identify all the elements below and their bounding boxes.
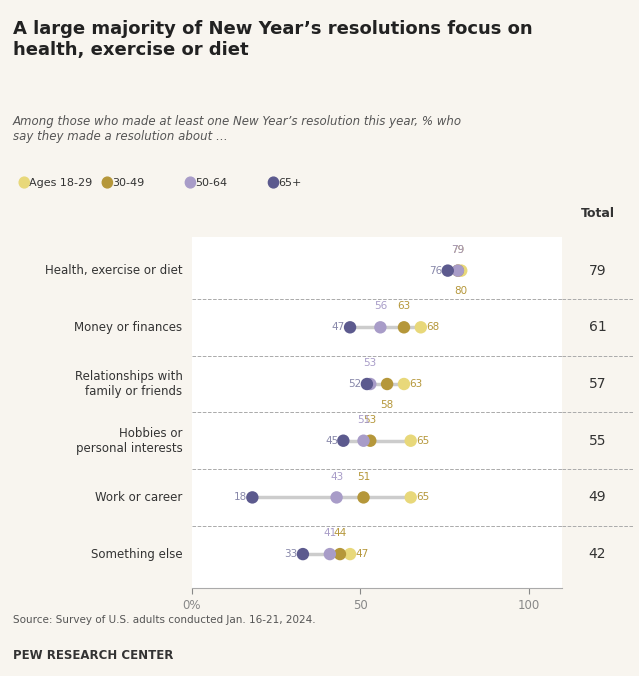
Text: 18: 18 — [234, 492, 247, 502]
Text: 80: 80 — [455, 287, 468, 297]
Text: 43: 43 — [330, 472, 343, 481]
Point — [335, 549, 345, 560]
Text: PEW RESEARCH CENTER: PEW RESEARCH CENTER — [13, 649, 173, 662]
Text: 47: 47 — [355, 549, 368, 559]
Text: Source: Survey of U.S. adults conducted Jan. 16-21, 2024.: Source: Survey of U.S. adults conducted … — [13, 615, 316, 625]
Text: 55: 55 — [589, 434, 606, 448]
Point — [399, 322, 409, 333]
Point — [375, 322, 385, 333]
Text: 45: 45 — [325, 436, 338, 445]
Text: Money or finances: Money or finances — [74, 321, 183, 334]
Point — [345, 322, 355, 333]
Text: 49: 49 — [589, 490, 606, 504]
Text: 44: 44 — [334, 528, 346, 538]
Text: 79: 79 — [451, 245, 465, 255]
Text: A large majority of New Year’s resolutions focus on
health, exercise or diet: A large majority of New Year’s resolutio… — [13, 20, 532, 59]
Point — [362, 379, 372, 389]
Text: 47: 47 — [332, 322, 345, 333]
Text: 50-64: 50-64 — [195, 178, 227, 187]
Text: Among those who made at least one New Year’s resolution this year, % who
say the: Among those who made at least one New Ye… — [13, 115, 462, 143]
Text: 56: 56 — [374, 301, 387, 312]
Text: 76: 76 — [429, 266, 443, 276]
Text: Ages 18-29: Ages 18-29 — [29, 178, 92, 187]
Point — [456, 265, 466, 276]
Point — [443, 265, 453, 276]
Text: Something else: Something else — [91, 548, 183, 560]
Text: 65: 65 — [416, 436, 429, 445]
Text: 42: 42 — [589, 547, 606, 561]
Text: 68: 68 — [426, 322, 439, 333]
Text: 52: 52 — [349, 379, 362, 389]
Point — [365, 379, 375, 389]
Text: 58: 58 — [380, 400, 394, 410]
Point — [416, 322, 426, 333]
Point — [358, 435, 369, 446]
Text: 53: 53 — [364, 358, 377, 368]
Point — [247, 492, 258, 503]
Text: 30-49: 30-49 — [112, 178, 144, 187]
Text: Total: Total — [580, 207, 615, 220]
Text: 65+: 65+ — [278, 178, 302, 187]
Text: 63: 63 — [409, 379, 422, 389]
Point — [399, 379, 409, 389]
Point — [406, 492, 416, 503]
Text: Relationships with
family or friends: Relationships with family or friends — [75, 370, 183, 398]
Text: 51: 51 — [357, 472, 370, 481]
Text: 53: 53 — [364, 415, 377, 425]
Text: Hobbies or
personal interests: Hobbies or personal interests — [75, 427, 183, 455]
Point — [332, 492, 342, 503]
Point — [365, 435, 375, 446]
Point — [453, 265, 463, 276]
Point — [406, 435, 416, 446]
Point — [325, 549, 335, 560]
Text: Health, exercise or diet: Health, exercise or diet — [45, 264, 183, 277]
Point — [453, 265, 463, 276]
Text: 79: 79 — [589, 264, 606, 278]
Text: 65: 65 — [416, 492, 429, 502]
Point — [345, 549, 355, 560]
Text: Work or career: Work or career — [95, 491, 183, 504]
Text: 41: 41 — [323, 528, 337, 538]
Text: 57: 57 — [589, 377, 606, 391]
Point — [358, 492, 369, 503]
Text: 51: 51 — [357, 415, 370, 425]
Text: 33: 33 — [284, 549, 298, 559]
Text: 61: 61 — [589, 320, 606, 335]
Point — [338, 435, 348, 446]
Point — [298, 549, 308, 560]
Point — [382, 379, 392, 389]
Text: 63: 63 — [397, 301, 411, 312]
Text: 79: 79 — [451, 245, 465, 255]
